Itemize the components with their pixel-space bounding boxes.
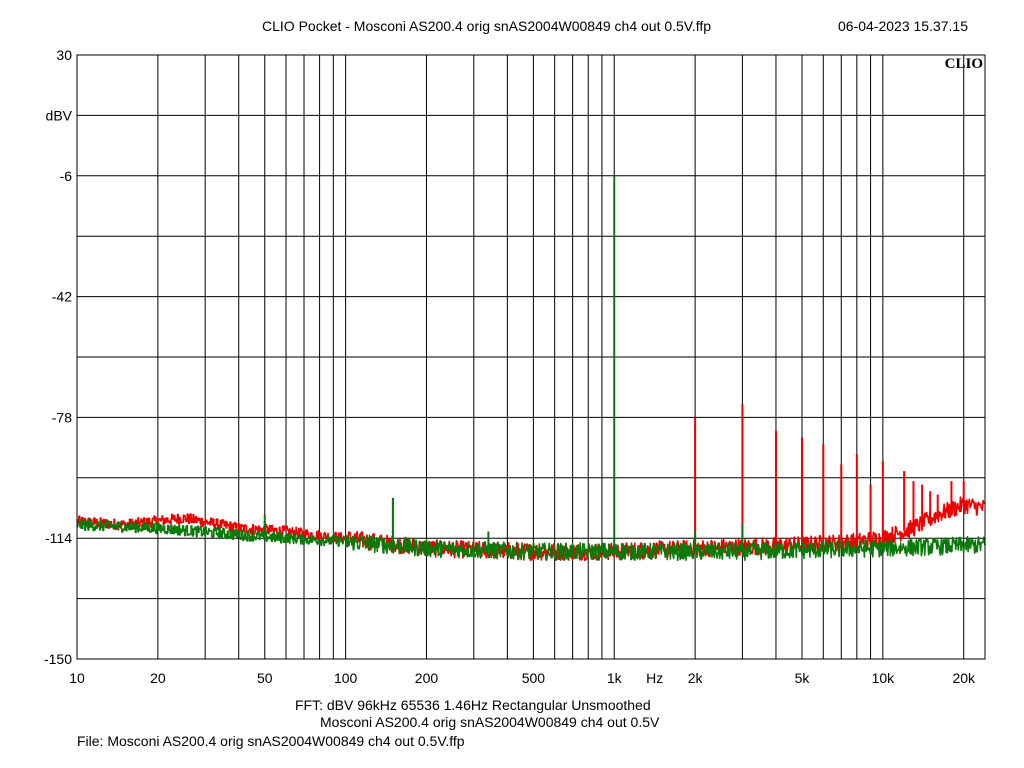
timestamp: 06-04-2023 15.37.15 (838, 18, 968, 34)
x-tick-label: 200 (415, 670, 439, 686)
y-tick-label: -114 (45, 530, 72, 546)
plot-frame (76, 54, 986, 660)
x-tick-label: 10k (872, 670, 896, 686)
y-tick-label: -150 (44, 651, 72, 667)
x-axis-label: Hz (646, 670, 663, 686)
x-tick-label: 2k (688, 670, 704, 686)
fft-settings: FFT: dBV 96kHz 65536 1.46Hz Rectangular … (295, 697, 651, 713)
clio-logo: CLIO (945, 56, 983, 72)
x-tick-label: 5k (795, 670, 811, 686)
x-tick-label: 1k (607, 670, 623, 686)
x-tick-label: 20 (150, 670, 166, 686)
chart-grid (76, 54, 985, 660)
measurement-name: Mosconi AS200.4 orig snAS2004W00849 ch4 … (320, 714, 660, 730)
y-tick-label: -6 (60, 168, 73, 184)
x-tick-label: 20k (952, 670, 976, 686)
y-tick-label: -78 (52, 409, 72, 425)
file-name: File: Mosconi AS200.4 orig snAS2004W0084… (77, 733, 465, 749)
x-tick-label: 100 (334, 670, 358, 686)
x-tick-label: 10 (69, 670, 85, 686)
chart-traces (76, 175, 986, 562)
y-axis-label: dBV (46, 107, 73, 123)
x-tick-label: 500 (522, 670, 546, 686)
y-tick-label: -42 (52, 289, 72, 305)
y-tick-label: 30 (56, 47, 72, 63)
green-trace (76, 518, 986, 562)
chart-title: CLIO Pocket - Mosconi AS200.4 orig snAS2… (262, 18, 712, 34)
x-tick-label: 50 (257, 670, 273, 686)
axis-ticks: 30 -6 -42 -78 -114 -150 10 20 50 100 200 500 1k 2k 5k 1… (44, 47, 976, 686)
